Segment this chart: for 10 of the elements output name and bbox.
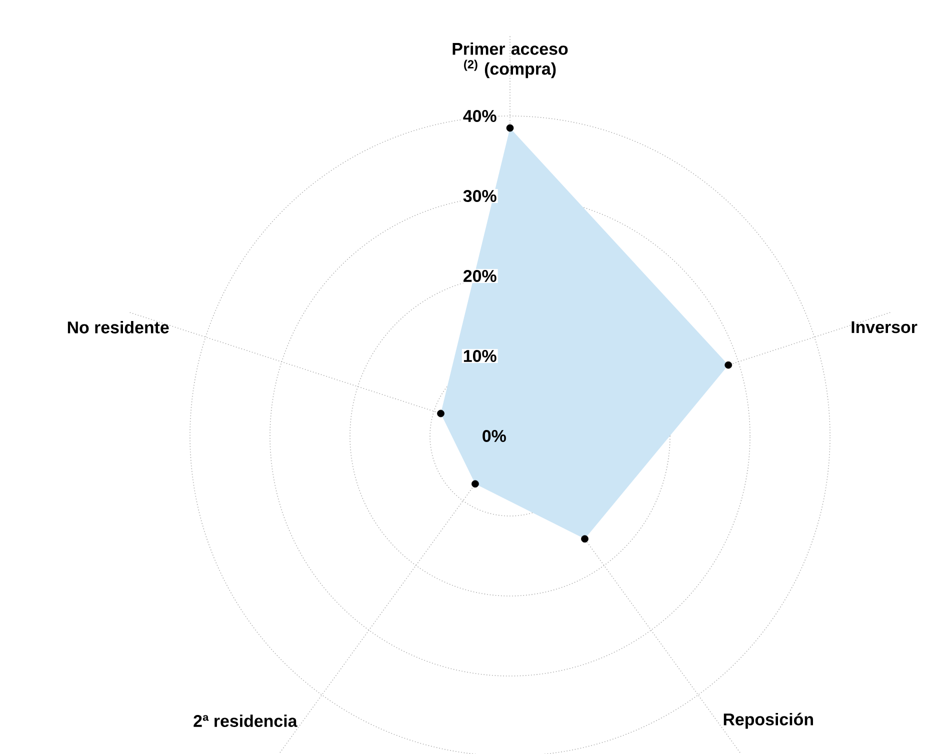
y-tick-label: 30% [463,190,496,202]
y-tick-label: 40% [463,110,496,122]
spoke-label: Reposición [724,712,813,729]
spoke-label: Inversor [852,321,918,334]
y-tick-label: 20% [464,270,496,282]
spoke-label: 2ª residencia [194,714,298,727]
spoke-label: No residente [68,321,169,334]
y-tick-label: 10% [464,350,496,362]
y-tick-label: 0% [482,430,506,442]
spoke-label: Primer acceso $^{(2)}$ (compra) [452,42,568,78]
